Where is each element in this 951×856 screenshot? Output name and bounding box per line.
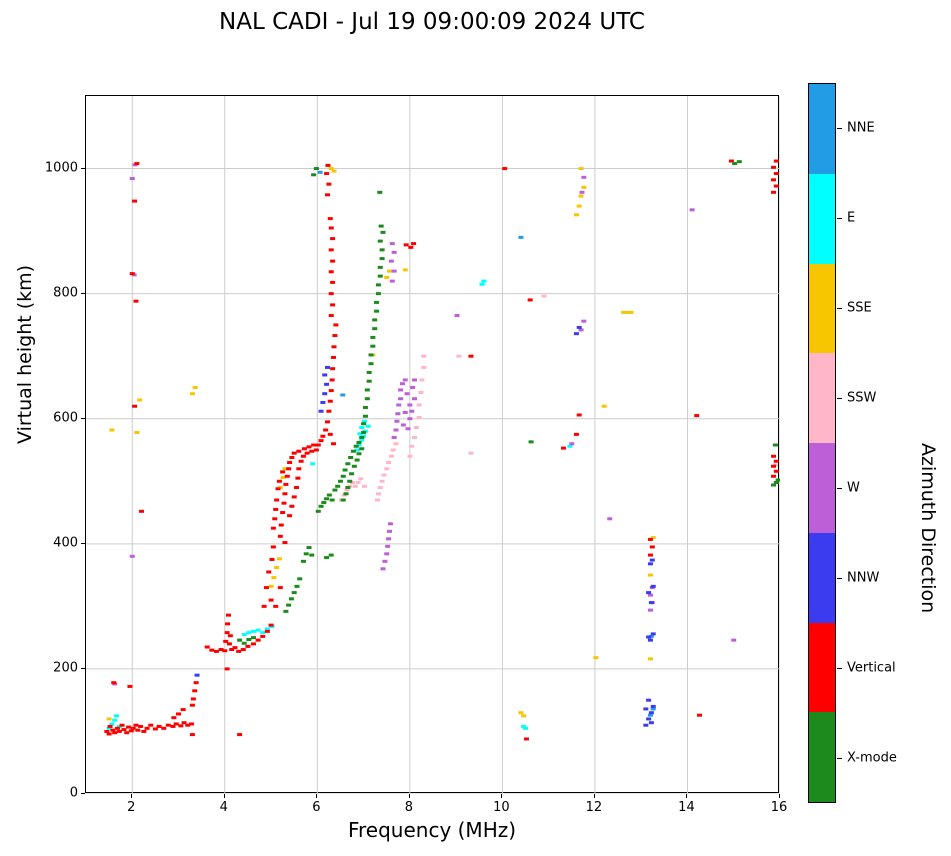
x-tick-label: 2 xyxy=(127,800,136,815)
plot-area xyxy=(85,95,780,794)
x-axis-label: Frequency (MHz) xyxy=(347,818,517,842)
y-tick-mark xyxy=(81,793,85,794)
colorbar-tick xyxy=(837,758,842,759)
colorbar-label-nne: NNE xyxy=(847,120,875,136)
x-tick-label: 8 xyxy=(404,800,413,815)
y-tick-label: 1000 xyxy=(44,160,78,176)
colorbar-tick xyxy=(837,398,842,399)
x-tick-label: 14 xyxy=(678,800,695,815)
y-tick-mark xyxy=(81,167,85,169)
chart-title: NAL CADI - Jul 19 09:00:09 2024 UTC xyxy=(219,9,645,35)
x-tick-mark xyxy=(593,794,595,798)
colorbar-segment-ssw xyxy=(809,353,835,443)
colorbar-label-sse: SSE xyxy=(847,300,872,316)
y-tick-mark xyxy=(81,292,85,294)
colorbar-label-nnw: NNW xyxy=(847,570,880,586)
colorbar-tick xyxy=(837,218,842,219)
colorbar-segment-w xyxy=(809,443,835,533)
colorbar-label-vertical: Vertical xyxy=(847,660,896,676)
y-tick-label: 800 xyxy=(53,285,78,301)
x-tick-mark xyxy=(223,794,225,798)
colorbar-segment-nnw xyxy=(809,532,835,623)
x-tick-mark xyxy=(316,794,318,798)
colorbar-label-w: W xyxy=(847,480,860,496)
y-tick-label: 200 xyxy=(53,660,78,676)
x-tick-label: 16 xyxy=(770,800,788,815)
colorbar-label-ssw: SSW xyxy=(847,390,877,406)
colorbar-tick xyxy=(837,578,842,579)
y-tick-mark xyxy=(81,417,85,419)
series-vertical xyxy=(104,159,779,741)
x-tick-label: 12 xyxy=(585,800,603,815)
series-nne xyxy=(317,170,656,717)
y-tick-mark xyxy=(81,667,85,669)
colorbar-segment-sse xyxy=(809,263,835,354)
x-tick-label: 10 xyxy=(493,800,510,815)
colorbar-segment-x-mode xyxy=(809,712,835,802)
colorbar-tick xyxy=(837,668,842,669)
series-ssw xyxy=(338,294,778,502)
scatter-canvas xyxy=(86,96,780,794)
series-w xyxy=(112,163,737,686)
x-tick-mark xyxy=(686,794,688,798)
colorbar xyxy=(808,83,836,803)
series-x-mode xyxy=(237,160,780,645)
x-tick-mark xyxy=(779,794,780,798)
colorbar-tick xyxy=(837,488,842,489)
x-tick-label: 4 xyxy=(219,800,228,815)
colorbar-tick xyxy=(837,308,842,309)
x-tick-label: 6 xyxy=(312,800,321,815)
y-tick-mark xyxy=(81,542,85,544)
series-sse xyxy=(106,167,656,721)
colorbar-label-e: E xyxy=(847,210,856,226)
x-tick-mark xyxy=(408,794,410,798)
x-tick-mark xyxy=(501,794,503,798)
y-tick-label: 0 xyxy=(69,785,78,801)
colorbar-segment-e xyxy=(809,173,835,264)
series-nnw xyxy=(194,325,656,727)
y-tick-label: 400 xyxy=(53,535,78,551)
y-tick-label: 600 xyxy=(53,410,78,426)
colorbar-label-x-mode: X-mode xyxy=(847,750,897,766)
colorbar-segment-nne xyxy=(809,84,835,174)
x-tick-mark xyxy=(131,794,133,798)
colorbar-tick xyxy=(837,128,842,129)
colorbar-segment-vertical xyxy=(809,622,835,713)
